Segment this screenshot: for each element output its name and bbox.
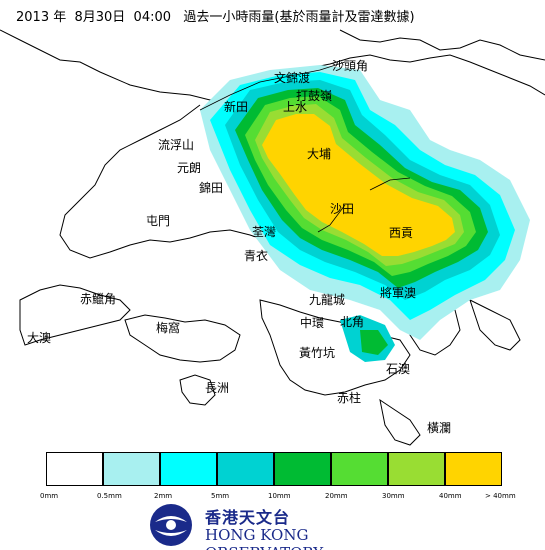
place-label: 橫瀾 xyxy=(427,421,452,435)
legend-tick-label: 30mm xyxy=(382,492,405,500)
legend-swatch xyxy=(160,452,217,486)
place-label: 中環 xyxy=(300,316,325,330)
place-label: 長洲 xyxy=(205,381,230,395)
place-label: 赤柱 xyxy=(337,391,362,405)
place-label: 錦田 xyxy=(199,181,224,195)
legend-swatch xyxy=(217,452,274,486)
place-label: 流浮山 xyxy=(158,138,195,152)
legend-swatch xyxy=(331,452,388,486)
place-label: 沙頭角 xyxy=(332,59,369,73)
place-label: 上水 xyxy=(283,100,308,114)
logo-english-name: HONG KONG OBSERVATORY xyxy=(205,526,323,550)
place-label: 新田 xyxy=(224,100,249,114)
place-label: 梅窩 xyxy=(156,321,181,335)
legend-swatch xyxy=(445,452,502,486)
place-label: 石澳 xyxy=(386,362,411,376)
rainfall-legend xyxy=(46,452,502,486)
place-label: 沙田 xyxy=(330,202,355,216)
observatory-emblem-icon xyxy=(150,504,192,546)
legend-tick-label: 20mm xyxy=(325,492,348,500)
map-title: 2013 年 8月30日 04:00 過去一小時雨量(基於雨量計及雷達數據) xyxy=(16,10,415,25)
legend-tick-label: > 40mm xyxy=(485,492,516,500)
logo-chinese-name: 香港天文台 xyxy=(205,508,291,527)
boundary-overlay xyxy=(199,61,411,233)
legend-swatch xyxy=(274,452,331,486)
place-label: 赤鱲角 xyxy=(80,292,117,306)
place-label: 屯門 xyxy=(146,214,171,228)
rainfall-shading xyxy=(200,65,530,362)
legend-tick-label: 10mm xyxy=(268,492,291,500)
legend-tick-label: 2mm xyxy=(154,492,173,500)
legend-swatch xyxy=(388,452,445,486)
place-label: 文錦渡 xyxy=(274,71,311,85)
rainfall-map xyxy=(0,29,545,446)
place-label: 九龍城 xyxy=(309,293,346,307)
place-label: 北角 xyxy=(340,315,365,329)
observatory-logo: 香港天文台 HONG KONG OBSERVATORY xyxy=(145,502,405,550)
place-label: 打鼓嶺 xyxy=(296,89,333,103)
legend-swatch xyxy=(103,452,160,486)
legend-tick-label: 0.5mm xyxy=(97,492,122,500)
legend-tick-label: 5mm xyxy=(211,492,230,500)
place-label: 黃竹坑 xyxy=(299,346,336,360)
place-label: 青衣 xyxy=(244,249,269,263)
legend-tick-label: 40mm xyxy=(439,492,462,500)
place-label: 大埔 xyxy=(307,147,332,161)
legend-tick-label: 0mm xyxy=(40,492,59,500)
place-label: 元朗 xyxy=(177,161,202,175)
place-label: 大澳 xyxy=(27,331,52,345)
legend-swatch xyxy=(46,452,103,486)
place-label: 荃灣 xyxy=(252,225,277,239)
place-label: 西貢 xyxy=(389,226,414,240)
place-label: 將軍澳 xyxy=(380,286,417,300)
